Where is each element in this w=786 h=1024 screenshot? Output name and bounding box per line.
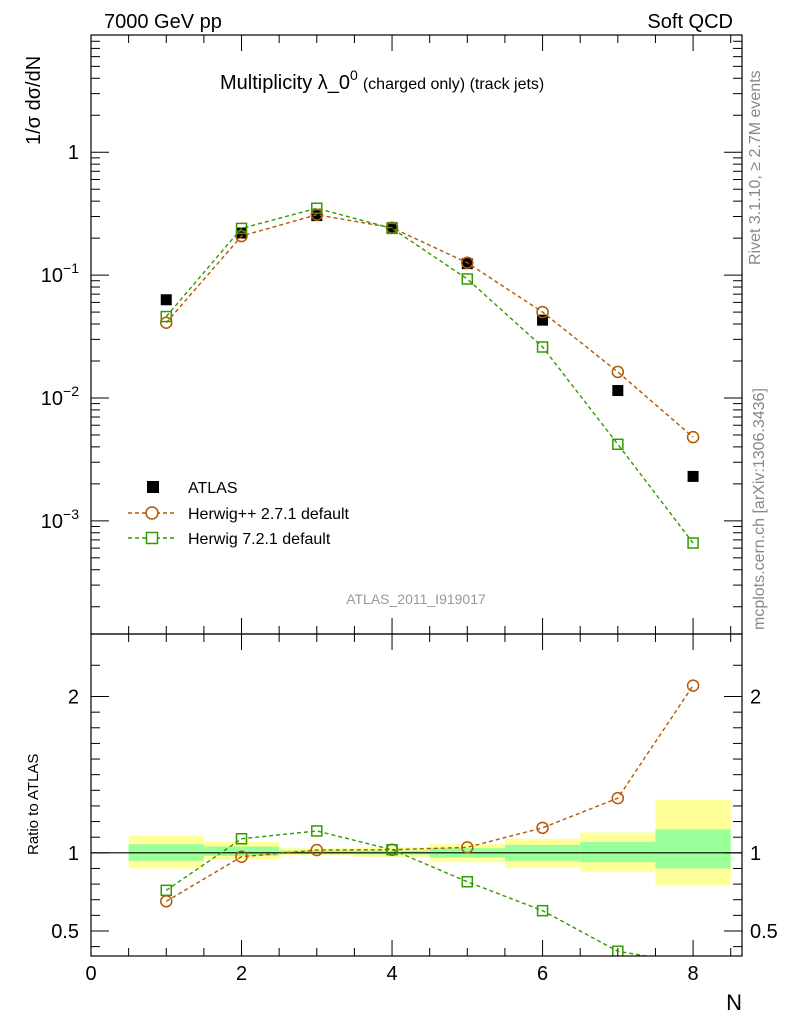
data-point-herwig-2-7-1-default [611,365,625,379]
plot-title-superscript: 0 [350,67,358,83]
ratio-line-herwig-7-2-1-default [165,830,651,956]
x-tick-label: 6 [537,963,548,985]
band-green [580,841,656,863]
ratio-point-herwig-7-2-1-default [461,876,474,888]
ratio-line-herwig-2-7-1-default [165,685,694,902]
main-y-tick-label: 10−1 [41,260,79,287]
data-point-herwig-7-2-1-default [612,438,624,451]
legend: ATLAS Herwig++ 2.7.1 default Herwig 7.2.… [128,480,350,548]
x-axis-label: N [726,990,742,1015]
ratio-y-tick-label: 1 [68,843,79,865]
ratio-point-herwig-2-7-1-default [536,821,549,835]
data-point-herwig-7-2-1-default [311,202,323,215]
ratio-y-tick-label-right: 1 [750,843,761,865]
x-tick-label: 0 [85,963,96,985]
uncertainty-bands [128,799,731,886]
band-green [279,850,355,854]
plot-title: Multiplicity λ_00 (charged only) (track j… [220,67,544,94]
ratio-point-herwig-7-2-1-default [160,884,173,897]
mcplots-reference-label: mcplots.cern.ch [arXiv:1306.3436] [751,388,768,630]
legend-entry-herwigpp: Herwig++ 2.7.1 default [188,506,350,523]
energy-label: 7000 GeV pp [104,11,222,33]
ratio-point-herwig-7-2-1-default [612,945,624,956]
data-point-atlas [537,314,549,326]
ratio-point-herwig-7-2-1-default [386,843,398,856]
ratio-y-tick-label: 0.5 [51,921,79,943]
series-line-herwig-7-2-1-default [165,207,694,544]
series-herwig-7-2-1-default [160,202,699,549]
ratio-point-herwig-7-2-1-default [235,833,248,845]
data-point-herwig-7-2-1-default [461,273,474,285]
data-point-herwig-7-2-1-default [386,222,398,235]
category-label: Soft QCD [647,11,733,33]
main-y-tick-label: 10−2 [41,383,79,410]
legend-entry-atlas: ATLAS [188,480,238,497]
ratio-point-herwig-2-7-1-default [611,791,625,805]
data-point-herwig-2-7-1-default [461,256,474,270]
series-line-herwig-2-7-1-default [165,214,694,438]
main-y-axis-label: 1/σ dσ/dN [23,56,45,145]
ratio-point-herwig-7-2-1-default [311,825,323,837]
plot-title-main: Multiplicity λ_0 [220,72,350,94]
data-point-herwig-2-7-1-default [235,229,248,243]
ratio-series-herwig-2-7-1-default [160,679,700,908]
main-y-tick-label: 10−3 [41,506,79,533]
ratio-plot: 0.5 0.5 1 1 2 2 0 2 4 6 8 [51,633,778,985]
ratio-series-herwig-7-2-1-default [160,825,651,956]
series-herwig-2-7-1-default [160,208,700,444]
ratio-point-herwig-2-7-1-default [461,841,474,854]
ratio-plot-frame [90,633,743,957]
main-y-tick-label: 1 [68,142,79,164]
analysis-id-label: ATLAS_2011_I919017 [346,591,486,607]
legend-marker-atlas [147,481,159,493]
ratio-y-tick-label-right: 0.5 [750,921,778,943]
ratio-point-herwig-7-2-1-default [536,904,549,917]
data-point-herwig-2-7-1-default [686,430,700,444]
data-point-atlas [160,294,172,306]
data-point-atlas [461,258,473,270]
data-point-herwig-7-2-1-default [536,341,549,353]
data-point-herwig-2-7-1-default [160,316,173,329]
ratio-y-tick-label-right: 2 [750,687,761,709]
series-atlas [160,210,699,482]
ratio-y-axis-label: Ratio to ATLAS [25,754,42,855]
legend-entry-herwig7: Herwig 7.2.1 default [188,531,331,548]
x-tick-label: 4 [386,963,397,985]
ratio-y-tick-label: 2 [68,687,79,709]
data-point-atlas [311,210,323,222]
plot-title-subtitle: (charged only) (track jets) [363,76,544,93]
ratio-point-herwig-2-7-1-default [686,679,700,692]
data-point-atlas [612,385,624,397]
data-point-herwig-7-2-1-default [160,310,173,323]
rivet-version-label: Rivet 3.1.10, ≥ 2.7M events [747,70,764,265]
data-point-herwig-2-7-1-default [536,305,549,319]
x-tick-label: 8 [688,963,699,985]
x-tick-label: 2 [236,963,247,985]
ratio-point-herwig-2-7-1-default [235,850,248,863]
band-green [655,829,731,869]
legend-marker-herwigpp [145,506,159,520]
data-point-herwig-2-7-1-default [310,208,324,221]
data-point-atlas [687,470,699,482]
ratio-point-herwig-2-7-1-default [310,843,324,857]
data-point-herwig-7-2-1-default [235,222,248,235]
data-point-herwig-7-2-1-default [687,537,699,549]
legend-marker-herwig7 [145,531,159,545]
